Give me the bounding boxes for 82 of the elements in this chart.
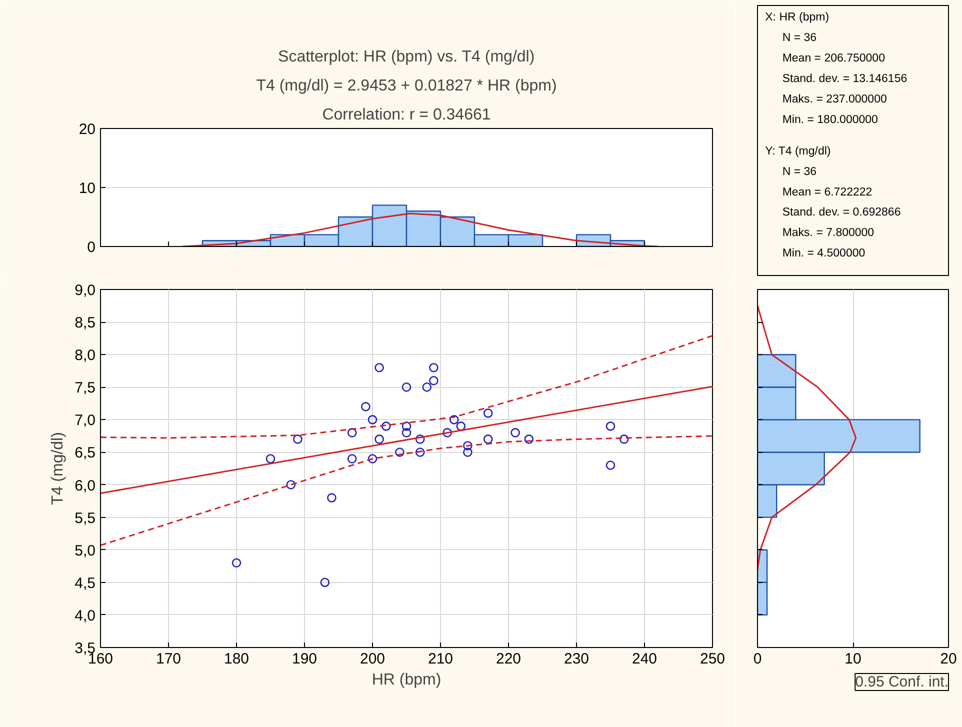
x-tick-label: 170 xyxy=(156,650,182,668)
y-tick-label: 4,5 xyxy=(74,574,96,592)
y-tick-label: 6,0 xyxy=(74,477,96,494)
x-tick-label: 240 xyxy=(632,650,658,668)
y-tick-label: 6,5 xyxy=(74,444,96,462)
point xyxy=(402,428,412,438)
y-tick-label: 20 xyxy=(78,121,96,138)
point xyxy=(456,422,466,431)
line-series xyxy=(181,212,659,246)
text: Min. = 4.500000 xyxy=(782,248,866,260)
x-tick-label: 200 xyxy=(360,650,386,668)
y-tick-label: 10 xyxy=(78,180,96,197)
x-tick-label: 210 xyxy=(428,650,454,668)
point xyxy=(483,408,493,418)
point xyxy=(381,422,391,431)
x-tick-label: 230 xyxy=(564,650,590,668)
point xyxy=(374,434,384,444)
point xyxy=(293,434,302,444)
line-series xyxy=(100,334,712,439)
y-tick-label: 4,0 xyxy=(74,607,96,624)
text: Y: T4 (mg/dl) xyxy=(765,145,831,158)
chart-title: Scatterplot: HR (bpm) vs. T4 (mg/dl) xyxy=(278,48,535,66)
point xyxy=(347,428,357,438)
point xyxy=(463,448,472,457)
y-tick-label: 7,5 xyxy=(74,380,96,397)
point xyxy=(286,480,296,490)
point xyxy=(361,402,370,412)
text: Stand. dev. = 0.692866 xyxy=(782,206,901,219)
point xyxy=(483,434,493,444)
y-tick-label: 5,5 xyxy=(74,510,96,527)
x-tick-label: 220 xyxy=(496,650,522,668)
point xyxy=(463,441,472,450)
point xyxy=(266,454,276,464)
point xyxy=(368,454,378,464)
point xyxy=(402,382,412,392)
text: Maks. = 7.800000 xyxy=(782,227,874,240)
point xyxy=(510,428,520,438)
point xyxy=(606,460,616,470)
y-tick-label: 7,0 xyxy=(74,412,96,430)
point xyxy=(402,422,412,431)
text: N = 36 xyxy=(782,166,817,178)
text: Mean = 6.722222 xyxy=(782,186,872,198)
x-tick-label: 180 xyxy=(224,650,250,668)
point xyxy=(422,382,432,392)
y-tick-label: 0 xyxy=(87,239,96,256)
point xyxy=(619,434,629,444)
x-tick-label: 250 xyxy=(700,650,726,668)
line-series xyxy=(100,435,712,546)
x-tick-label: 20 xyxy=(940,650,957,668)
text: 0.95 Conf. int. xyxy=(855,674,949,690)
text: Maks. = 237.000000 xyxy=(782,94,887,106)
point xyxy=(232,558,242,568)
point xyxy=(449,415,459,424)
x-tick-label: 0 xyxy=(753,650,762,668)
text: Correlation: r = 0.34661 xyxy=(322,106,491,124)
y-tick-label: 8,0 xyxy=(74,347,96,364)
point xyxy=(429,376,438,386)
x-tick-label: 10 xyxy=(844,650,862,668)
text: Min. = 180.000000 xyxy=(782,114,878,126)
point xyxy=(347,454,357,464)
chart-subtitle: T4 (mg/dl) = 2.9453 + 0.01827 * HR (bpm) xyxy=(256,78,557,94)
text: Stand. dev. = 13.146156 xyxy=(782,73,908,86)
point xyxy=(442,428,452,438)
point xyxy=(429,362,438,372)
text: N = 36 xyxy=(782,32,817,44)
x-axis-title: HR (bpm) xyxy=(372,672,442,688)
point xyxy=(395,448,404,457)
y-axis-title: T4 (mg/dl) xyxy=(50,432,67,505)
x-tick-label: 190 xyxy=(292,650,318,668)
point xyxy=(606,422,616,431)
point xyxy=(320,578,330,588)
y-tick-label: 5,0 xyxy=(74,542,96,560)
text: Mean = 206.750000 xyxy=(782,52,885,65)
y-tick-label: 8,5 xyxy=(74,314,96,332)
point xyxy=(524,434,534,444)
text: X: HR (bpm) xyxy=(765,12,830,24)
y-tick-label: 9,0 xyxy=(74,282,96,299)
point xyxy=(374,362,384,372)
point xyxy=(415,434,425,444)
point xyxy=(415,448,425,457)
point xyxy=(327,493,336,502)
point xyxy=(368,415,378,424)
